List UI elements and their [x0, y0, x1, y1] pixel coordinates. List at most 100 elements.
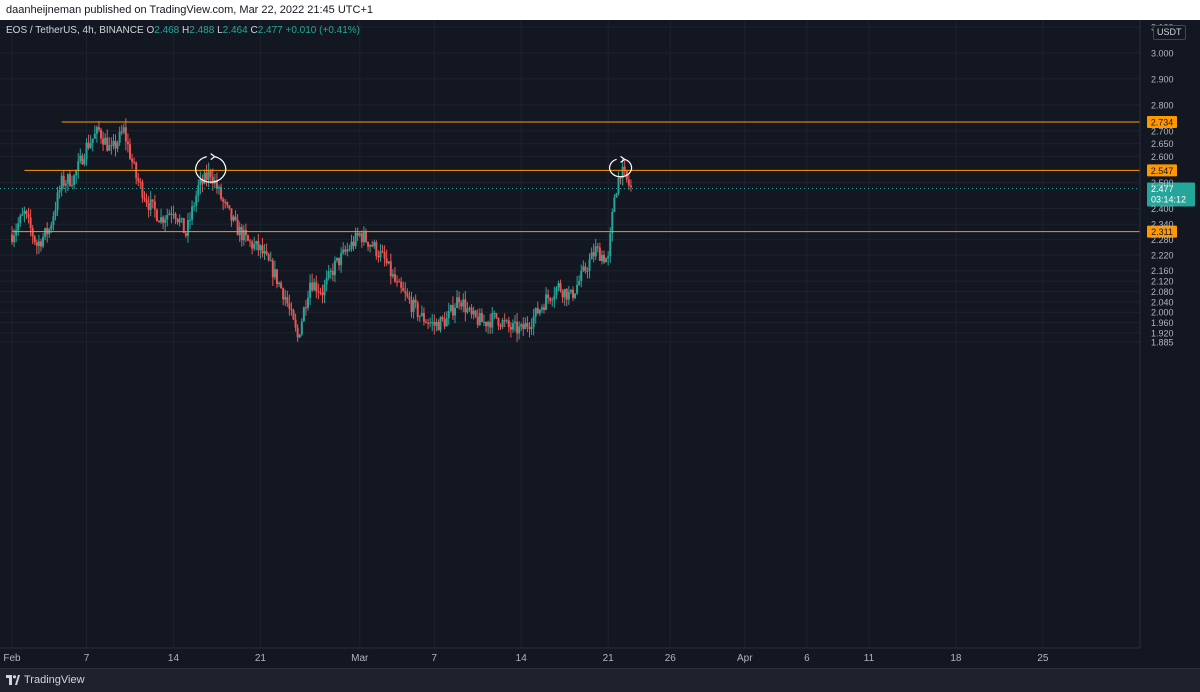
level-price-tag — [1147, 115, 1177, 128]
candle-body — [518, 326, 521, 334]
candle-body — [329, 270, 332, 272]
candle-body — [569, 289, 572, 293]
candle-body — [68, 174, 71, 186]
candle-body — [416, 302, 419, 317]
candle-body — [617, 177, 620, 194]
candle-body — [603, 254, 606, 263]
candle-body — [56, 192, 59, 211]
candle-body — [300, 321, 303, 335]
candle-body — [172, 213, 175, 215]
price-tick-label: 1.920 — [1151, 328, 1174, 338]
time-axis[interactable]: Feb 7 14 21 Mar 7 14 21 26 Apr 6 11 18 25 — [0, 647, 1140, 664]
price-tick-label: 2.080 — [1151, 287, 1174, 297]
price-tick-label: 2.040 — [1151, 297, 1174, 307]
candle-body — [542, 307, 545, 310]
price-tick-label: 1.885 — [1151, 338, 1174, 348]
price-axis[interactable]: 3.1003.0002.9002.8002.7002.6502.6002.500… — [1139, 20, 1174, 648]
drawing-arc — [608, 158, 633, 178]
circle-arrow-drawing — [195, 153, 227, 183]
candle-body — [538, 309, 541, 314]
candle-body — [257, 241, 260, 251]
candle-body — [346, 249, 349, 252]
candle-body — [153, 201, 156, 210]
candle-body — [273, 269, 276, 278]
price-tick-label: 2.280 — [1151, 235, 1174, 245]
candle-body — [592, 252, 595, 257]
high-value: 2.488 — [189, 25, 215, 36]
candle-body — [352, 241, 355, 247]
candle-body — [224, 201, 227, 203]
candle-body — [176, 218, 179, 223]
candle-body — [559, 283, 562, 291]
candle-body — [249, 240, 252, 242]
candle-body — [536, 307, 539, 314]
candle-body — [453, 307, 456, 316]
candle-body — [485, 321, 488, 327]
close-value: 2.477 — [257, 25, 283, 36]
candle-body — [427, 322, 430, 324]
candle-body — [246, 235, 249, 241]
level-price-label: 2.547 — [1151, 166, 1174, 176]
low-label: L — [217, 25, 223, 36]
candle-body — [451, 305, 454, 316]
candle-body — [44, 228, 47, 237]
candle-body — [104, 137, 107, 145]
candle-body — [232, 216, 235, 221]
candle-body — [584, 266, 587, 272]
time-tick-label: 14 — [168, 653, 180, 664]
candle-body — [449, 305, 452, 312]
candle-body — [240, 226, 243, 241]
candle-body — [331, 270, 334, 276]
candle-body — [540, 307, 543, 310]
candle-body — [124, 127, 127, 142]
price-tick-label: 2.500 — [1151, 178, 1174, 188]
candle-body — [317, 291, 320, 293]
candle-body — [456, 297, 459, 308]
currency-label[interactable]: USDT — [1153, 25, 1186, 40]
candle-body — [335, 257, 338, 261]
candle-body — [360, 233, 363, 243]
candle-body — [580, 270, 583, 281]
candle-body — [52, 216, 55, 225]
candle-body — [311, 282, 314, 291]
candle-body — [482, 321, 485, 323]
candle-body — [381, 251, 384, 253]
candle-body — [60, 175, 63, 191]
candle-body — [17, 223, 20, 231]
candle-body — [406, 293, 409, 297]
time-tick-label: Apr — [737, 653, 753, 664]
candle-body — [186, 220, 189, 236]
candle-body — [532, 316, 535, 328]
candle-body — [598, 247, 601, 261]
candle-body — [160, 217, 163, 223]
candle-body — [526, 323, 529, 328]
candle-body — [588, 259, 591, 272]
candle-body — [265, 251, 268, 255]
candle-body — [81, 155, 84, 165]
candle-body — [509, 327, 512, 330]
candle-body — [338, 257, 341, 266]
candle-body — [87, 142, 90, 148]
candle-body — [422, 313, 425, 322]
candle-body — [174, 213, 177, 219]
candle-body — [131, 158, 134, 162]
time-tick-label: 14 — [516, 653, 528, 664]
candle-body — [555, 287, 558, 296]
candle-body — [253, 244, 256, 249]
candle-body — [292, 310, 295, 320]
candle-body — [112, 140, 115, 146]
candle-body — [151, 199, 154, 202]
candle-body — [377, 255, 380, 258]
level-price-label: 2.311 — [1151, 227, 1173, 237]
candle-body — [607, 256, 610, 259]
candle-body — [623, 166, 626, 171]
candle-body — [93, 133, 96, 139]
candle-body — [286, 297, 289, 304]
candle-body — [197, 185, 200, 196]
candle-body — [435, 321, 438, 326]
candle-body — [275, 269, 278, 285]
candle-body — [284, 297, 287, 300]
price-tick-label: 1.960 — [1151, 318, 1174, 328]
